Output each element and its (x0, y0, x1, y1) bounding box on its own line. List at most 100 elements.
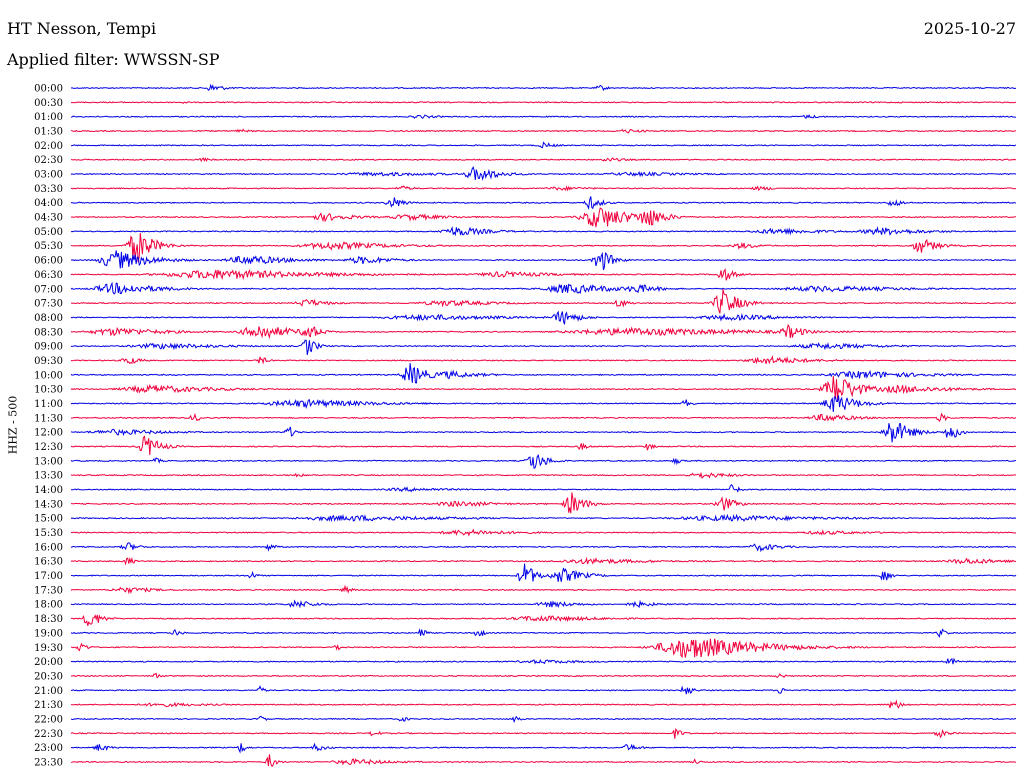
trace-line (70, 395, 1017, 413)
row-label: 08:30 (34, 327, 63, 338)
date-label: 2025-10-27 (923, 19, 1016, 38)
trace-line (70, 584, 1017, 595)
trace-line (70, 165, 1017, 181)
trace-line (70, 742, 1017, 754)
trace-line (70, 715, 1017, 724)
row-label: 03:30 (34, 184, 63, 195)
row-label: 00:00 (34, 84, 63, 95)
row-label: 23:30 (34, 757, 63, 768)
trace-line (70, 563, 1017, 582)
row-label: 06:30 (34, 270, 63, 281)
row-label: 10:30 (34, 385, 63, 396)
row-label: 13:00 (34, 456, 63, 467)
trace-line (70, 727, 1017, 739)
row-label: 06:00 (34, 256, 63, 267)
trace-line (70, 101, 1017, 104)
row-label: 22:30 (34, 729, 63, 740)
row-label: 04:30 (34, 213, 63, 224)
trace-line (70, 542, 1017, 553)
trace-line (70, 657, 1017, 665)
row-label: 09:00 (34, 342, 63, 353)
row-label: 01:00 (34, 112, 63, 123)
row-label: 23:00 (34, 743, 63, 754)
trace-line (70, 672, 1017, 679)
trace-line (70, 83, 1017, 92)
row-label: 10:00 (34, 370, 63, 381)
row-label: 03:00 (34, 170, 63, 181)
row-label: 19:00 (34, 628, 63, 639)
row-label: 20:30 (34, 671, 63, 682)
row-label: 14:00 (34, 485, 63, 496)
trace-line (70, 471, 1016, 479)
trace-line (70, 614, 1017, 626)
filter-label: Applied filter: WWSSN-SP (7, 50, 220, 69)
row-label: 00:30 (34, 98, 63, 109)
row-label: 07:30 (34, 299, 63, 310)
trace-line (70, 492, 1017, 514)
row-label: 16:30 (34, 557, 63, 568)
row-label: 12:00 (34, 428, 63, 439)
trace-line (70, 128, 1017, 134)
row-label: 22:00 (34, 714, 63, 725)
row-label: 17:00 (34, 571, 63, 582)
trace-line (71, 157, 1017, 163)
trace-line (70, 375, 1017, 401)
trace-line (70, 268, 1017, 281)
trace-line (70, 528, 1017, 537)
trace-line (70, 281, 1017, 295)
trace-line (71, 185, 1017, 192)
trace-line (70, 423, 1017, 443)
trace-line (70, 141, 1017, 149)
trace-line (70, 599, 1017, 609)
trace-line (70, 638, 1016, 659)
trace-line (71, 289, 1017, 314)
trace-line (70, 435, 1017, 456)
row-label: 18:30 (34, 614, 63, 625)
trace-line (70, 323, 1017, 340)
trace-line (71, 483, 1017, 493)
row-label: 11:00 (34, 399, 63, 410)
trace-line (70, 513, 1017, 523)
trace-line (70, 207, 1017, 228)
row-label: 16:00 (34, 542, 63, 553)
row-label: 12:30 (34, 442, 63, 453)
row-label: 18:00 (34, 600, 63, 611)
trace-line (70, 556, 1017, 566)
trace-line (70, 114, 1017, 120)
row-label: 13:30 (34, 471, 63, 482)
trace-line (70, 250, 1017, 271)
row-label: 15:00 (34, 514, 63, 525)
row-label: 17:30 (34, 585, 63, 596)
trace-line (70, 196, 1017, 211)
row-label: 05:30 (34, 241, 63, 252)
row-label: 15:30 (34, 528, 63, 539)
trace-line (70, 339, 1017, 355)
row-label: 14:30 (34, 499, 63, 510)
row-label: 05:00 (34, 227, 63, 238)
trace-line (70, 453, 1017, 469)
trace-line (71, 412, 1017, 423)
row-label: 19:30 (34, 643, 63, 654)
trace-line (70, 699, 1016, 709)
trace-line (71, 233, 1017, 263)
station-title: HT Nesson, Tempi (7, 19, 157, 38)
trace-line (70, 310, 1017, 325)
row-label: 01:30 (34, 127, 63, 138)
row-label: 21:30 (34, 700, 63, 711)
row-label: 20:00 (34, 657, 63, 668)
row-label: 04:00 (34, 198, 63, 209)
row-label: 21:00 (34, 686, 63, 697)
trace-line (70, 628, 1017, 638)
trace-line (70, 363, 1017, 384)
row-label: 07:00 (34, 284, 63, 295)
trace-line (70, 226, 1017, 237)
row-label: 02:00 (34, 141, 63, 152)
row-label: 11:30 (34, 413, 63, 424)
row-label: 09:30 (34, 356, 63, 367)
row-label: 08:00 (34, 313, 63, 324)
trace-line (70, 754, 1017, 767)
trace-line (71, 685, 1017, 695)
trace-line (70, 354, 1017, 365)
row-label: 02:30 (34, 155, 63, 166)
